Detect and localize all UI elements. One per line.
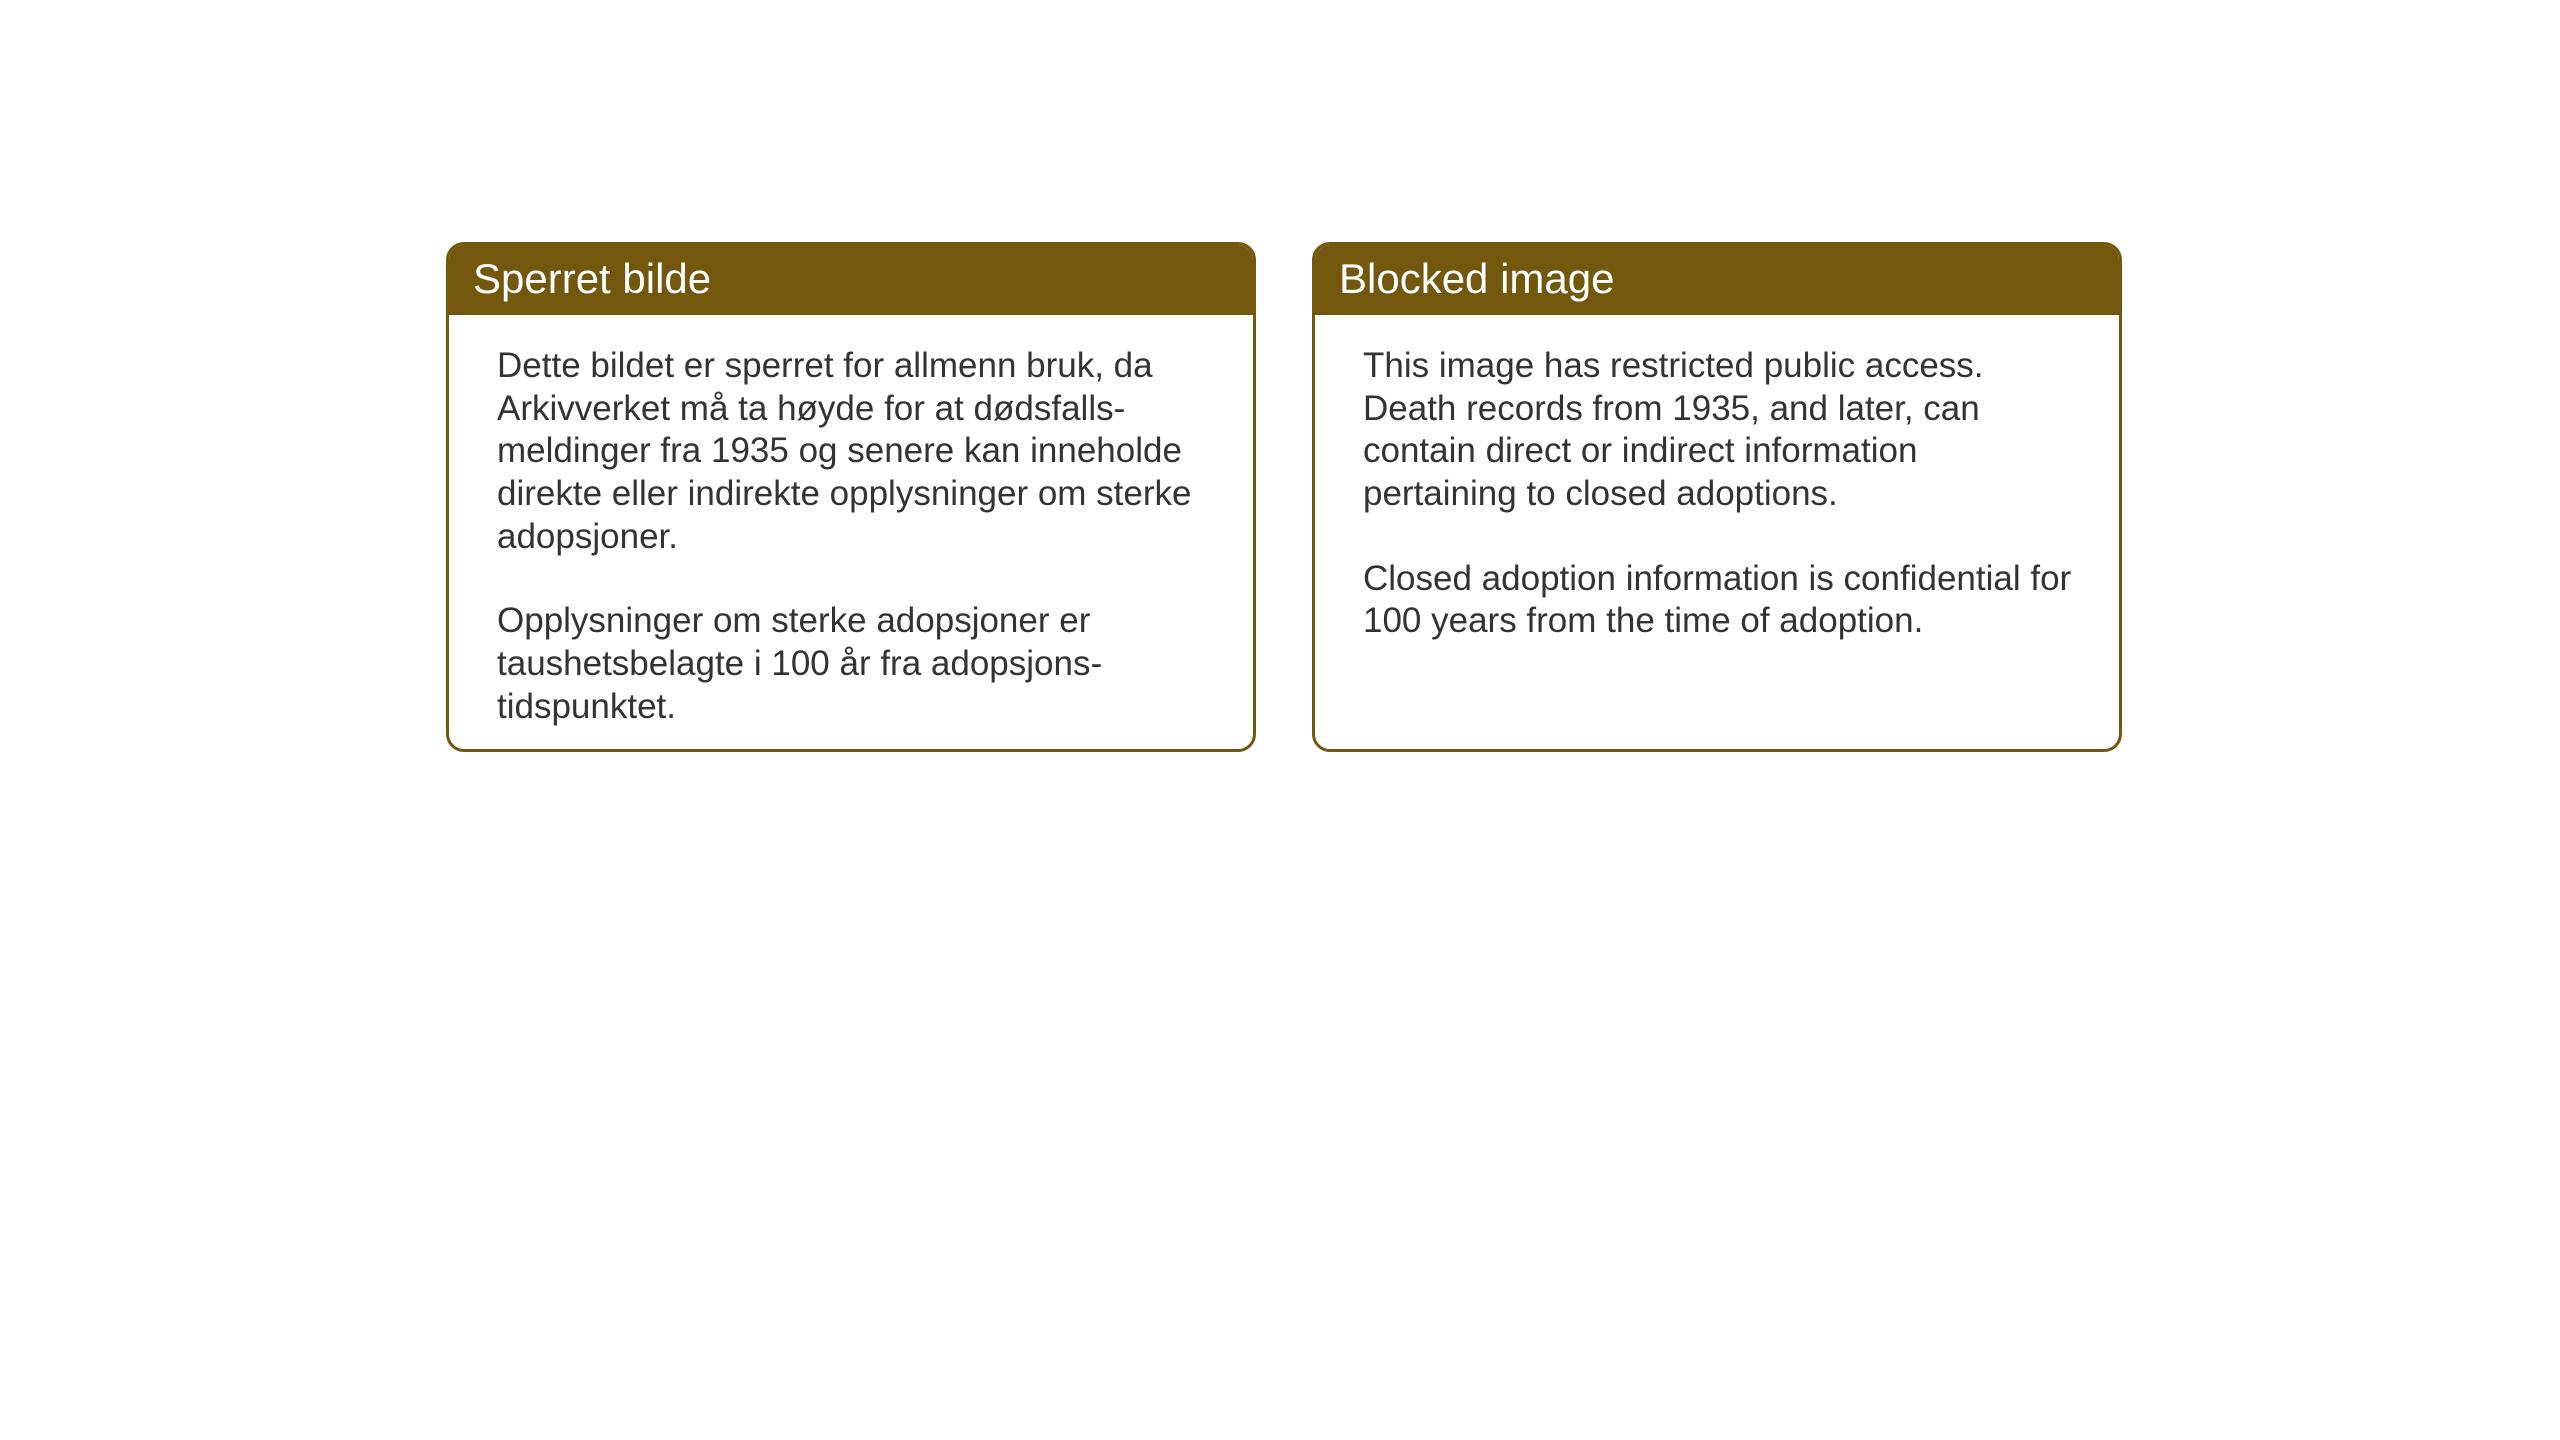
card-body-english: This image has restricted public access.…: [1315, 315, 2119, 673]
card-body-norwegian: Dette bildet er sperret for allmenn bruk…: [449, 315, 1253, 752]
card-paragraph-2-norwegian: Opplysninger om sterke adopsjoner er tau…: [497, 600, 1213, 728]
card-title-norwegian: Sperret bilde: [473, 255, 711, 302]
notice-card-norwegian: Sperret bilde Dette bildet er sperret fo…: [446, 242, 1256, 752]
card-header-english: Blocked image: [1315, 245, 2119, 315]
card-header-norwegian: Sperret bilde: [449, 245, 1253, 315]
card-paragraph-2-english: Closed adoption information is confident…: [1363, 558, 2079, 643]
notice-container: Sperret bilde Dette bildet er sperret fo…: [446, 242, 2122, 752]
card-title-english: Blocked image: [1339, 255, 1614, 302]
card-paragraph-1-norwegian: Dette bildet er sperret for allmenn bruk…: [497, 345, 1213, 558]
card-paragraph-1-english: This image has restricted public access.…: [1363, 345, 2079, 516]
notice-card-english: Blocked image This image has restricted …: [1312, 242, 2122, 752]
